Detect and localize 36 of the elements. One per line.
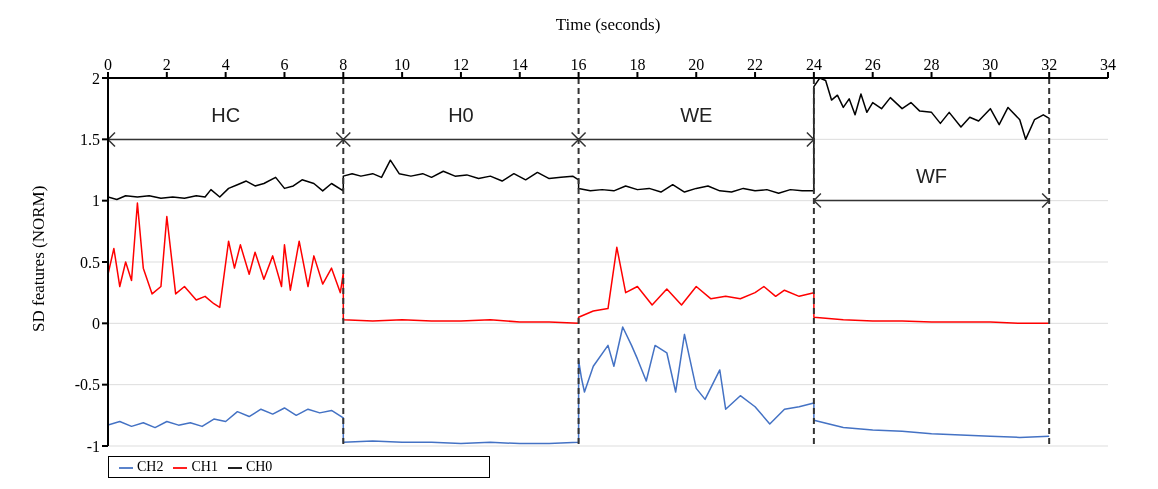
x-tick-label: 10	[394, 56, 411, 73]
legend-label: CH0	[245, 459, 273, 474]
x-tick-label: 32	[1041, 56, 1058, 73]
x-tick-label: 8	[339, 56, 348, 73]
legend-label: CH2	[137, 459, 164, 474]
x-tick-label: 14	[511, 56, 528, 73]
annotation: WF	[915, 164, 948, 187]
x-tick-label: 28	[923, 56, 940, 73]
x-tick-label: 18	[629, 56, 646, 73]
line-series	[108, 326, 1050, 445]
y-tick-label: 0.5	[80, 253, 100, 271]
x-axis-title: Time (seconds)	[555, 15, 661, 35]
y-tick-label: 0	[92, 315, 100, 333]
x-tick-label: 22	[747, 56, 764, 73]
y-tick-label: -0.5	[74, 376, 100, 394]
legend-label: CH1	[191, 459, 218, 474]
x-tick-label: 0	[104, 56, 112, 73]
x-tick-label: 4	[221, 56, 230, 73]
annotation: HC	[211, 103, 241, 126]
x-tick-label: 34	[1100, 56, 1116, 73]
y-axis-title: SD features (NORM)	[29, 185, 49, 332]
x-tick-label: 2	[162, 56, 171, 73]
x-tick-label: 20	[688, 56, 705, 73]
y-tick-label: 1.5	[80, 131, 100, 149]
y-tick-label: -1	[86, 437, 100, 455]
line-series	[108, 202, 1050, 325]
y-tick-label: 1	[92, 192, 100, 210]
y-tick-label: 2	[92, 69, 100, 87]
x-tick-label: 6	[280, 56, 289, 73]
x-tick-label: 24	[805, 56, 822, 73]
x-tick-label: 12	[452, 56, 469, 73]
annotation: WE	[680, 103, 713, 126]
x-tick-label: 16	[570, 56, 587, 73]
x-tick-label: 26	[864, 56, 881, 73]
x-tick-label: 30	[982, 56, 999, 73]
annotation: H0	[448, 103, 474, 126]
